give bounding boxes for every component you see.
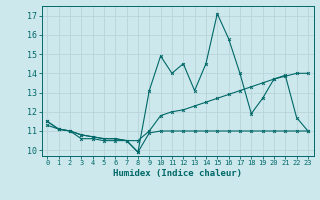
- X-axis label: Humidex (Indice chaleur): Humidex (Indice chaleur): [113, 169, 242, 178]
